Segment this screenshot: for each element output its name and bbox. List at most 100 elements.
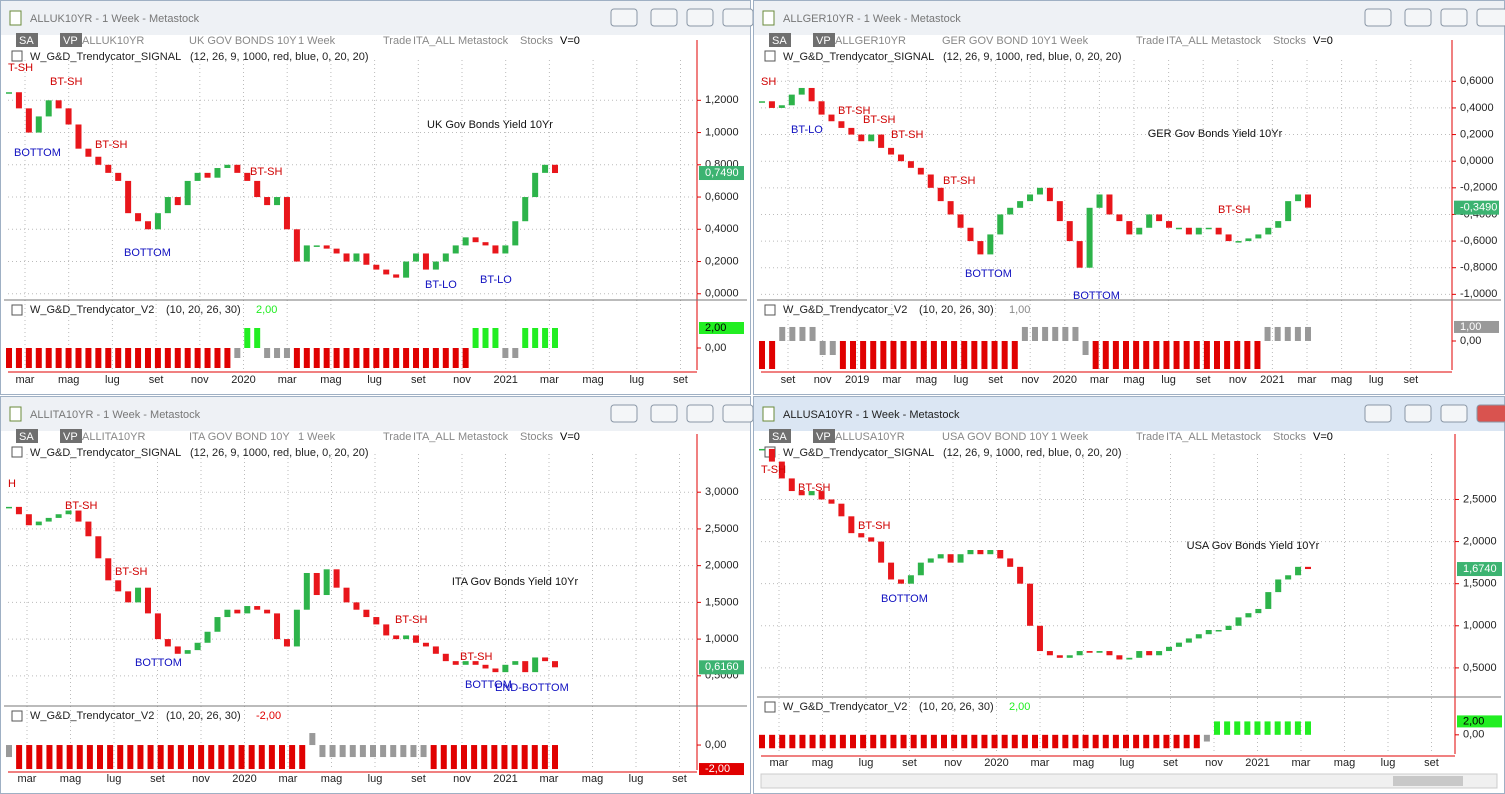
candle: [1195, 634, 1202, 639]
candle: [1146, 651, 1153, 656]
toolbar-chip[interactable]: [16, 33, 38, 47]
toolbar-chip[interactable]: [769, 33, 791, 47]
chart-annotation: BOTTOM: [965, 268, 1012, 280]
indicator-bar: [769, 340, 776, 370]
candle: [1235, 617, 1242, 626]
candle: [144, 221, 151, 230]
candle: [85, 521, 92, 537]
candle: [957, 554, 964, 563]
candle: [977, 241, 984, 255]
candle: [907, 575, 914, 584]
close-box[interactable]: [764, 304, 776, 316]
minimize-button[interactable]: [650, 404, 678, 423]
x-tick-label: mar: [1090, 374, 1109, 386]
indicator-bar: [971, 734, 978, 749]
restore-button[interactable]: [1364, 404, 1392, 423]
toolbar-chip[interactable]: [813, 33, 835, 47]
indicator-bar: [1284, 326, 1291, 341]
toolbar-chip[interactable]: [60, 33, 82, 47]
candle: [1225, 234, 1232, 242]
x-tick-label: 2020: [231, 374, 255, 386]
minimize-button[interactable]: [1404, 8, 1432, 27]
toolbar-chip[interactable]: [16, 429, 38, 443]
maximize-button[interactable]: [686, 8, 714, 27]
indicator-bar: [910, 340, 917, 370]
restore-button[interactable]: [610, 404, 638, 423]
x-tick-label: lug: [107, 773, 122, 785]
close-box[interactable]: [11, 446, 23, 458]
indicator-bar: [839, 340, 846, 370]
close-button[interactable]: [1476, 404, 1505, 423]
candle: [1096, 194, 1103, 208]
maximize-button[interactable]: [1440, 8, 1468, 27]
candle: [522, 197, 529, 222]
indicator-bar: [1193, 340, 1200, 370]
minimize-button[interactable]: [1404, 404, 1432, 423]
app-icon: [762, 10, 775, 26]
app-icon: [9, 10, 22, 26]
close-button[interactable]: [722, 8, 754, 27]
scrollbar[interactable]: [760, 773, 1498, 789]
indicator-bar: [25, 348, 32, 368]
maximize-button[interactable]: [1440, 404, 1468, 423]
scrollbar-thumb[interactable]: [1393, 776, 1463, 786]
signal-name: W_G&D_Trendycator_SIGNAL: [783, 447, 934, 459]
candle: [1036, 187, 1043, 195]
toolbar-item[interactable]: VP: [816, 431, 831, 443]
toolbar-item[interactable]: SA: [19, 35, 34, 47]
close-box[interactable]: [11, 50, 23, 62]
toolbar-chip[interactable]: [769, 429, 791, 443]
candle: [1066, 655, 1073, 658]
toolbar-item: V=0: [1313, 35, 1333, 47]
close-box[interactable]: [11, 304, 23, 316]
indicator-bar: [850, 340, 856, 370]
indicator-bar: [268, 745, 275, 770]
close-box[interactable]: [764, 701, 776, 713]
toolbar-chip[interactable]: [813, 429, 835, 443]
indicator-bar: [1092, 734, 1099, 749]
candle: [947, 201, 954, 215]
indicator-bar: [1274, 721, 1281, 735]
maximize-button[interactable]: [686, 404, 714, 423]
signal-name: W_G&D_Trendycator_SIGNAL: [783, 51, 934, 63]
indicator-bar: [1214, 721, 1220, 735]
toolbar-item[interactable]: VP: [816, 35, 831, 47]
close-box[interactable]: [11, 710, 23, 722]
indicator-bar: [971, 340, 978, 370]
restore-button[interactable]: [610, 8, 638, 27]
candle: [1245, 613, 1252, 618]
restore-button[interactable]: [1364, 8, 1392, 27]
close-button[interactable]: [1476, 8, 1505, 27]
candle: [135, 213, 142, 222]
indicator-bar: [224, 348, 231, 368]
indicator-bar: [35, 348, 42, 368]
x-tick-label: lug: [859, 757, 874, 769]
candle: [254, 606, 261, 610]
candle: [1007, 558, 1014, 567]
toolbar-item[interactable]: SA: [772, 35, 787, 47]
indicator-bar: [144, 348, 151, 368]
indicator-bar: [1294, 721, 1301, 735]
y-tick-label: -0,6000: [1460, 235, 1497, 247]
x-tick-label: mar: [16, 374, 35, 386]
candle: [1205, 227, 1212, 230]
toolbar-chip[interactable]: [60, 429, 82, 443]
candle: [1027, 194, 1034, 202]
indicator-bar: [951, 340, 958, 370]
candle: [888, 147, 895, 155]
close-button[interactable]: [722, 404, 754, 423]
minimize-button[interactable]: [650, 8, 678, 27]
candle: [85, 148, 92, 157]
toolbar-item: V=0: [560, 431, 580, 443]
toolbar-item[interactable]: VP: [63, 431, 78, 443]
candle: [472, 237, 479, 243]
indicator-bar: [1082, 340, 1089, 356]
toolbar-item[interactable]: VP: [63, 35, 78, 47]
indicator-bar: [359, 745, 366, 758]
close-box[interactable]: [764, 50, 776, 62]
indicator-bar: [920, 734, 927, 749]
toolbar-item[interactable]: SA: [772, 431, 787, 443]
toolbar-item[interactable]: SA: [19, 431, 34, 443]
indicator-bar: [218, 745, 225, 770]
indicator-bar: [839, 734, 846, 749]
